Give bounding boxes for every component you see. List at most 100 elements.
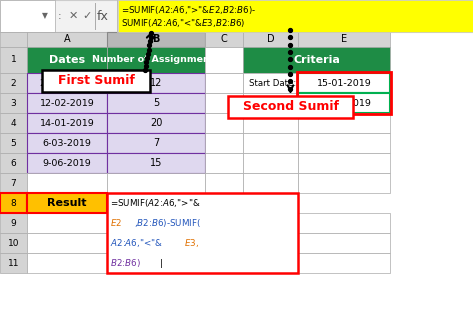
Text: ✓: ✓ [82,11,92,21]
Bar [298,173,390,193]
Bar [0,113,27,133]
Text: 1: 1 [10,56,17,64]
Text: Start Date:: Start Date: [249,79,296,87]
Bar [205,73,243,93]
Text: |: | [160,258,163,267]
Text: 7: 7 [153,138,159,148]
Bar [27,32,107,47]
Bar [27,73,107,93]
Text: End Date:: End Date: [253,98,296,108]
Bar [0,0,55,32]
Text: 15: 15 [150,158,162,168]
Text: 4: 4 [11,119,16,127]
Text: 7: 7 [10,178,17,188]
Bar [298,93,390,113]
Bar [298,153,390,173]
Bar [0,133,27,153]
Text: C: C [220,34,228,45]
Text: 11: 11 [8,258,19,267]
Bar [205,93,243,113]
Text: 12-02-2019: 12-02-2019 [40,98,95,108]
Bar [0,253,27,273]
Text: ▼: ▼ [42,11,48,20]
Bar [243,253,298,273]
Bar [298,133,390,153]
Text: fx: fx [97,9,109,22]
Text: $E$3,: $E$3, [184,237,199,249]
Bar [205,113,243,133]
Text: 14-01-2019: 14-01-2019 [40,119,95,127]
Bar [205,47,243,73]
Text: Dates: Dates [49,55,85,65]
Text: ✕: ✕ [68,11,78,21]
Bar [107,193,298,273]
Text: Number of Assignments: Number of Assignments [92,56,220,64]
Text: 6-03-2019: 6-03-2019 [43,138,91,148]
Bar [107,32,205,47]
Bar [205,173,243,193]
Bar [228,96,353,118]
Text: $E$2: $E$2 [110,217,122,228]
Text: Criteria: Criteria [293,55,340,65]
Bar [42,70,150,92]
Text: ,$B$2:$B$6)-SUMIF(: ,$B$2:$B$6)-SUMIF( [134,217,201,229]
Bar [243,47,390,73]
Text: A: A [64,34,70,45]
Bar [107,113,205,133]
Text: $A$2:$A$6,"<"&: $A$2:$A$6,"<"& [110,237,163,249]
Bar [205,32,243,47]
Text: =SUMIF($A$2:$A$6,">"&: =SUMIF($A$2:$A$6,">"& [110,197,201,209]
Text: 9-06-2019: 9-06-2019 [43,159,91,167]
Bar [0,153,27,173]
Bar [27,113,107,133]
Text: 12: 12 [150,78,162,88]
Bar [0,193,27,213]
Bar [205,133,243,153]
Bar [298,213,390,233]
Bar [0,73,27,93]
Text: Second Sumif: Second Sumif [243,100,339,113]
Text: 9: 9 [10,218,17,227]
Bar [298,32,390,47]
Bar [107,47,205,73]
Bar [205,253,243,273]
Text: D: D [267,34,274,45]
Bar [27,253,107,273]
Bar [298,253,390,273]
Bar [298,233,390,253]
Bar [298,113,390,133]
Bar [27,213,107,233]
Bar [0,173,27,193]
Text: =SUMIF($A$2:$A$6,">"&$E$2,$B$2:$B$6)-: =SUMIF($A$2:$A$6,">"&$E$2,$B$2:$B$6)- [121,4,256,16]
Bar [107,173,205,193]
Text: 5: 5 [10,138,17,148]
Text: 5: 5 [153,98,159,108]
Text: 2: 2 [11,79,16,87]
Text: E: E [341,34,347,45]
Text: Result: Result [47,198,87,208]
Bar [27,153,107,173]
Text: 8: 8 [10,199,17,207]
Bar [107,93,205,113]
Bar [118,0,473,32]
Bar [107,153,205,173]
Bar [0,213,27,233]
Bar [243,173,298,193]
Bar [243,93,298,113]
Bar [107,133,205,153]
Bar [243,153,298,173]
Bar [243,233,298,253]
Text: 20-03-2019: 20-03-2019 [316,98,371,108]
Text: SUMIF($A$2:$A$6,"<"&$E$3,$B$2:$B$6): SUMIF($A$2:$A$6,"<"&$E$3,$B$2:$B$6) [121,17,245,29]
Bar [205,233,243,253]
Text: B: B [152,34,160,45]
Bar [27,173,107,193]
Bar [107,73,205,93]
Bar [205,213,243,233]
Bar [205,153,243,173]
Bar [27,47,107,73]
Bar [243,213,298,233]
Bar [27,233,107,253]
Bar [243,113,298,133]
Bar [27,193,107,213]
